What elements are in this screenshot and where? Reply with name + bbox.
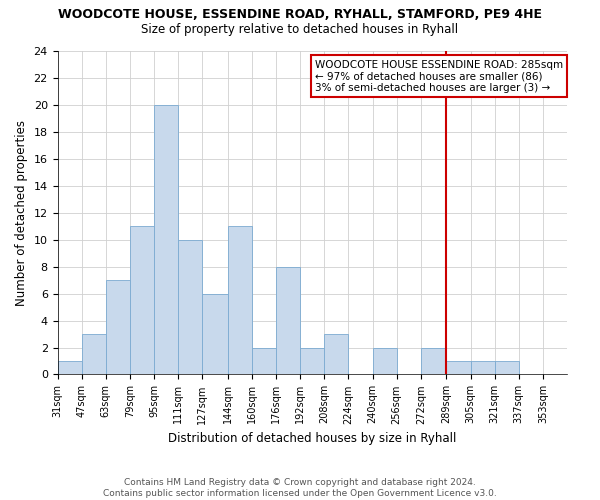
Bar xyxy=(154,106,178,374)
Bar xyxy=(325,334,349,374)
Text: WOODCOTE HOUSE ESSENDINE ROAD: 285sqm
← 97% of detached houses are smaller (86)
: WOODCOTE HOUSE ESSENDINE ROAD: 285sqm ← … xyxy=(315,60,563,93)
Bar xyxy=(202,294,228,374)
Bar xyxy=(130,226,154,374)
Y-axis label: Number of detached properties: Number of detached properties xyxy=(15,120,28,306)
Text: Size of property relative to detached houses in Ryhall: Size of property relative to detached ho… xyxy=(142,22,458,36)
Bar xyxy=(470,361,494,374)
Bar xyxy=(276,267,300,374)
Bar xyxy=(58,361,82,374)
Bar xyxy=(82,334,106,374)
Bar xyxy=(106,280,130,374)
Text: Contains HM Land Registry data © Crown copyright and database right 2024.
Contai: Contains HM Land Registry data © Crown c… xyxy=(103,478,497,498)
X-axis label: Distribution of detached houses by size in Ryhall: Distribution of detached houses by size … xyxy=(168,432,457,445)
Text: WOODCOTE HOUSE, ESSENDINE ROAD, RYHALL, STAMFORD, PE9 4HE: WOODCOTE HOUSE, ESSENDINE ROAD, RYHALL, … xyxy=(58,8,542,20)
Bar xyxy=(494,361,519,374)
Bar xyxy=(178,240,202,374)
Bar xyxy=(421,348,446,374)
Bar xyxy=(228,226,252,374)
Bar xyxy=(300,348,325,374)
Bar xyxy=(373,348,397,374)
Bar xyxy=(252,348,276,374)
Bar xyxy=(446,361,470,374)
